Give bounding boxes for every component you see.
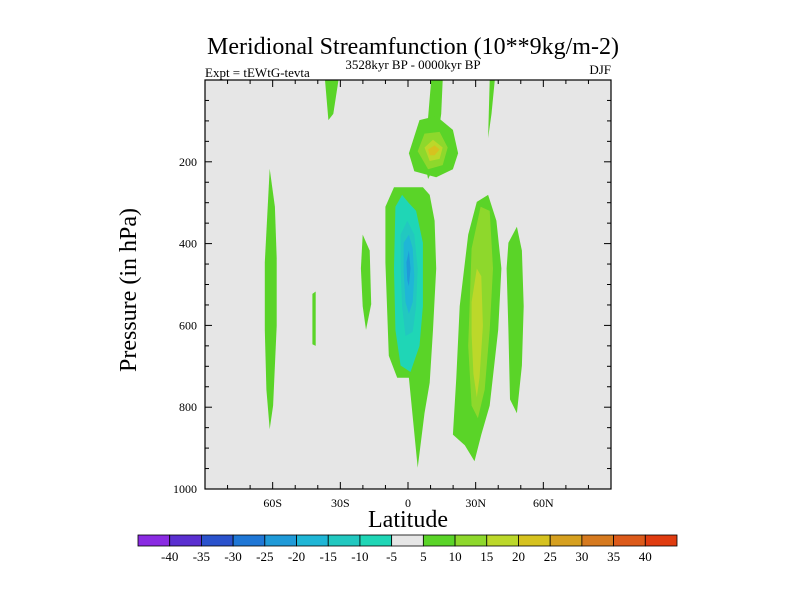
x-tick-label: 60S (263, 496, 282, 510)
colorbar-box (391, 534, 424, 547)
colorbar-label: 35 (607, 549, 620, 564)
chart-title: Meridional Streamfunction (10**9kg/m-2) (207, 34, 619, 60)
colorbar-label: 40 (639, 549, 652, 564)
y-tick-label: 600 (179, 318, 197, 332)
colorbar-label: 20 (512, 549, 525, 564)
y-axis-label: Pressure (in hPa) (116, 208, 142, 372)
x-tick-label: 0 (405, 496, 411, 510)
colorbar-label: -35 (193, 549, 210, 564)
colorbar-label: -30 (224, 549, 241, 564)
colorbar-box (518, 534, 551, 547)
colorbar-label: -15 (320, 549, 337, 564)
x-axis-label: Latitude (368, 507, 448, 533)
y-tick-label: 400 (179, 237, 197, 251)
season-label: DJF (589, 62, 611, 77)
colorbar-box (137, 534, 171, 547)
contour-region (406, 250, 411, 287)
contour-region (360, 234, 372, 330)
x-tick-label: 30S (331, 496, 350, 510)
x-tick-label: 60N (533, 496, 554, 510)
contour-region (428, 145, 440, 156)
colorbar-box (454, 534, 488, 547)
colorbar: -40 -35 -30 -25 -20 -15 -10 -5 5 10 15 20 25 30 35 40 (137, 534, 678, 564)
y-tick-label: 200 (179, 155, 197, 169)
colorbar-label: -10 (351, 549, 368, 564)
colorbar-label: -25 (256, 549, 273, 564)
colorbar-label: -40 (161, 549, 178, 564)
minor-ticks (204, 79, 612, 490)
colorbar-box (296, 534, 329, 547)
colorbar-label: 30 (575, 549, 588, 564)
colorbar-box (359, 534, 393, 547)
y-axis-ticks: 200 400 600 800 1000 (173, 155, 197, 496)
colorbar-label: -20 (288, 549, 305, 564)
y-tick-label: 1000 (173, 482, 197, 496)
colorbar-label: 15 (480, 549, 493, 564)
chart-subtitle: 3528kyr BP - 0000kyr BP (345, 57, 480, 72)
contour-region (312, 291, 316, 346)
x-axis-ticks: 60S 30S 0 30N 60N (263, 496, 554, 510)
colorbar-box (169, 534, 202, 547)
contour-region (488, 80, 495, 139)
contour-region (506, 226, 524, 414)
y-tick-label: 800 (179, 400, 197, 414)
colorbar-label: 25 (544, 549, 557, 564)
x-tick-label: 30N (465, 496, 486, 510)
contour-region (471, 268, 483, 398)
contour-region (264, 168, 277, 430)
colorbar-label: 10 (449, 549, 462, 564)
colorbar-label: -5 (386, 549, 397, 564)
colorbar-box (549, 534, 583, 547)
contour-region (325, 80, 339, 121)
colorbar-box (613, 534, 646, 547)
colorbar-box (232, 534, 266, 547)
colorbar-box (644, 534, 678, 547)
contour-regions (264, 80, 524, 468)
colorbar-box (264, 534, 297, 547)
colorbar-box (422, 534, 456, 547)
colorbar-box (581, 534, 614, 547)
colorbar-box (327, 534, 361, 547)
colorbar-box (486, 534, 519, 547)
colorbar-label: 5 (420, 549, 427, 564)
colorbar-box (201, 534, 234, 547)
experiment-label: Expt = tEWtG-tevta (205, 65, 310, 80)
